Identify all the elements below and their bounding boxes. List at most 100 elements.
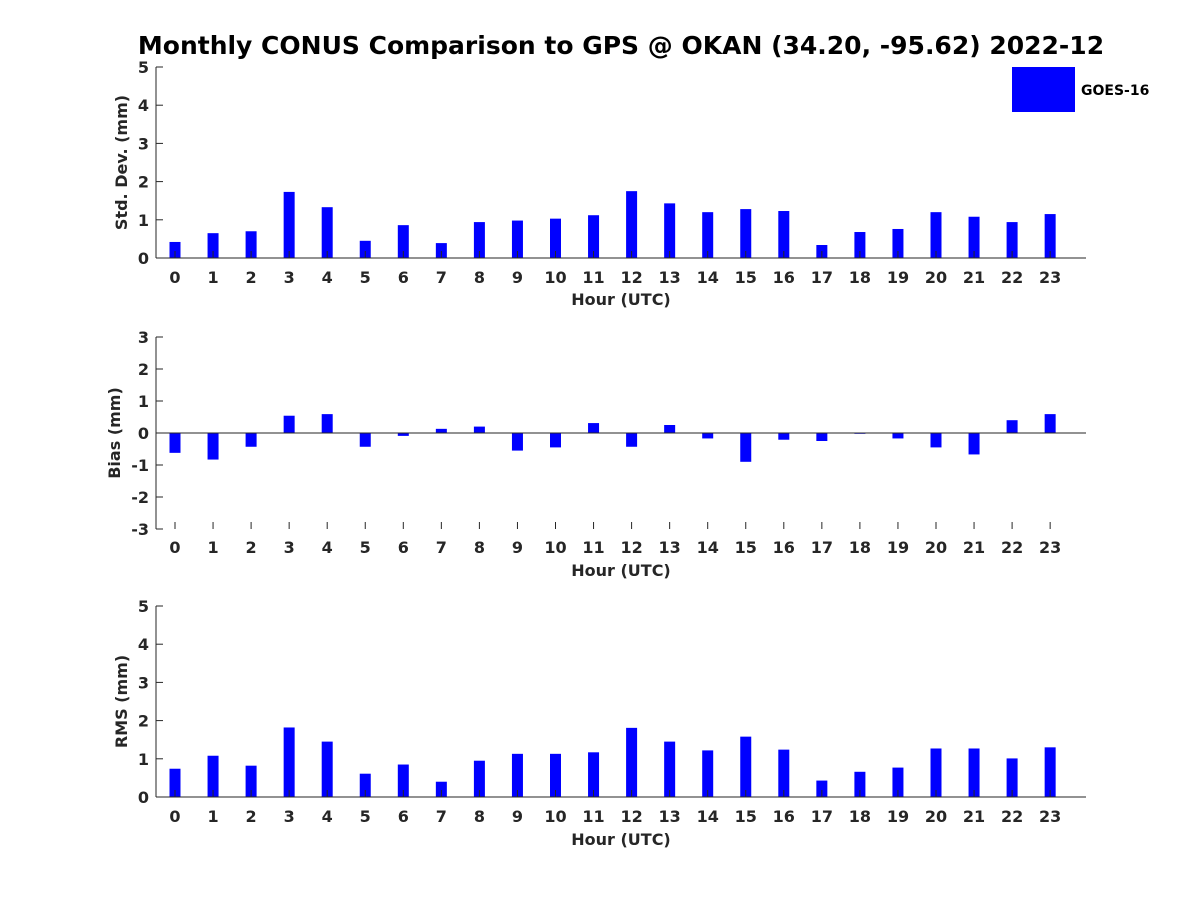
bar-rms-hour-16 xyxy=(778,749,790,797)
x-tick-label-rms-6: 6 xyxy=(398,807,409,826)
x-tick-label-bias-3: 3 xyxy=(284,538,295,557)
bar-std-hour-19 xyxy=(892,228,904,258)
bar-std-hour-11 xyxy=(588,215,600,258)
bar-bias-hour-6 xyxy=(397,433,409,436)
x-tick-label-rms-15: 15 xyxy=(735,807,757,826)
y-tick-label-bias--2: -2 xyxy=(131,488,149,507)
bar-rms-hour-20 xyxy=(930,748,942,797)
bar-rms-hour-10 xyxy=(550,753,561,797)
y-tick-label-std-1: 1 xyxy=(138,211,149,230)
x-axis-label-bias: Hour (UTC) xyxy=(571,561,671,580)
x-tick-label-std-2: 2 xyxy=(246,268,257,287)
legend-swatch-goes16 xyxy=(1012,67,1075,112)
bar-rms-hour-1 xyxy=(207,755,219,797)
x-tick-label-bias-11: 11 xyxy=(582,538,604,557)
bar-std-hour-2 xyxy=(245,231,257,258)
bar-bias-hour-23 xyxy=(1044,414,1056,433)
x-tick-label-rms-14: 14 xyxy=(697,807,719,826)
x-tick-label-rms-11: 11 xyxy=(582,807,604,826)
bar-bias-hour-12 xyxy=(626,433,638,447)
bar-bias-hour-0 xyxy=(169,433,181,453)
x-tick-label-bias-15: 15 xyxy=(735,538,757,557)
x-tick-label-std-19: 19 xyxy=(887,268,909,287)
x-tick-label-bias-8: 8 xyxy=(474,538,485,557)
x-tick-label-rms-10: 10 xyxy=(544,807,566,826)
x-tick-label-bias-13: 13 xyxy=(659,538,681,557)
y-tick-label-bias-3: 3 xyxy=(138,328,149,347)
bar-rms-hour-14 xyxy=(702,750,714,797)
bar-std-hour-20 xyxy=(930,212,942,258)
bar-rms-hour-19 xyxy=(892,767,904,797)
x-tick-label-rms-5: 5 xyxy=(360,807,371,826)
x-tick-label-std-4: 4 xyxy=(322,268,333,287)
bar-std-hour-18 xyxy=(854,232,866,258)
x-tick-label-std-6: 6 xyxy=(398,268,409,287)
x-tick-label-rms-2: 2 xyxy=(246,807,257,826)
y-tick-label-bias-2: 2 xyxy=(138,360,149,379)
bar-bias-hour-21 xyxy=(968,433,980,455)
bar-std-hour-16 xyxy=(778,211,790,258)
x-tick-label-rms-12: 12 xyxy=(620,807,642,826)
bar-rms-hour-21 xyxy=(968,748,980,797)
x-tick-label-rms-20: 20 xyxy=(925,807,947,826)
x-tick-label-std-20: 20 xyxy=(925,268,947,287)
bar-bias-hour-4 xyxy=(321,414,333,433)
bar-rms-hour-23 xyxy=(1044,747,1056,797)
bar-rms-hour-12 xyxy=(626,727,638,797)
y-tick-label-rms-5: 5 xyxy=(138,597,149,616)
legend-label-goes16: GOES-16 xyxy=(1081,83,1149,99)
x-tick-label-bias-17: 17 xyxy=(811,538,833,557)
bar-rms-hour-18 xyxy=(854,771,866,797)
x-tick-label-bias-18: 18 xyxy=(849,538,871,557)
x-tick-label-std-1: 1 xyxy=(207,268,218,287)
x-tick-label-bias-2: 2 xyxy=(246,538,257,557)
x-tick-label-bias-9: 9 xyxy=(512,538,523,557)
x-tick-label-std-14: 14 xyxy=(697,268,719,287)
x-tick-label-std-15: 15 xyxy=(735,268,757,287)
x-tick-label-bias-4: 4 xyxy=(322,538,333,557)
bar-bias-hour-14 xyxy=(702,433,714,439)
bar-std-hour-6 xyxy=(397,225,409,258)
chart-title: Monthly CONUS Comparison to GPS @ OKAN (… xyxy=(138,31,1104,60)
bar-std-hour-4 xyxy=(321,207,333,258)
x-tick-label-bias-21: 21 xyxy=(963,538,985,557)
x-axis-label-rms: Hour (UTC) xyxy=(571,830,671,849)
x-tick-label-std-17: 17 xyxy=(811,268,833,287)
x-tick-label-rms-22: 22 xyxy=(1001,807,1023,826)
x-tick-label-std-13: 13 xyxy=(659,268,681,287)
x-tick-label-std-9: 9 xyxy=(512,268,523,287)
x-tick-label-bias-1: 1 xyxy=(207,538,218,557)
y-tick-label-rms-4: 4 xyxy=(138,635,149,654)
x-tick-label-std-18: 18 xyxy=(849,268,871,287)
bar-std-hour-15 xyxy=(740,209,752,258)
bar-rms-hour-6 xyxy=(397,764,409,797)
bar-rms-hour-13 xyxy=(664,741,676,797)
y-tick-label-std-0: 0 xyxy=(138,249,149,268)
x-tick-label-std-3: 3 xyxy=(284,268,295,287)
x-tick-label-rms-9: 9 xyxy=(512,807,523,826)
x-tick-label-std-0: 0 xyxy=(169,268,180,287)
x-tick-label-rms-3: 3 xyxy=(284,807,295,826)
x-tick-label-rms-21: 21 xyxy=(963,807,985,826)
x-tick-label-rms-0: 0 xyxy=(169,807,180,826)
x-tick-label-bias-14: 14 xyxy=(697,538,719,557)
x-tick-label-std-10: 10 xyxy=(544,268,566,287)
bar-std-hour-22 xyxy=(1006,222,1018,258)
x-tick-label-rms-7: 7 xyxy=(436,807,447,826)
y-tick-label-std-2: 2 xyxy=(138,173,149,192)
x-tick-label-std-23: 23 xyxy=(1039,268,1061,287)
bar-rms-hour-11 xyxy=(588,752,600,797)
bar-std-hour-9 xyxy=(511,220,523,258)
x-tick-label-rms-16: 16 xyxy=(773,807,795,826)
bar-rms-hour-17 xyxy=(816,780,828,797)
bar-bias-hour-3 xyxy=(283,415,295,433)
x-axis-label-std: Hour (UTC) xyxy=(571,290,671,309)
x-tick-label-std-12: 12 xyxy=(620,268,642,287)
bar-std-hour-10 xyxy=(550,218,561,258)
x-tick-label-bias-6: 6 xyxy=(398,538,409,557)
bar-std-hour-1 xyxy=(207,233,219,258)
x-tick-label-std-11: 11 xyxy=(582,268,604,287)
bar-bias-hour-9 xyxy=(511,433,523,451)
bar-bias-hour-1 xyxy=(207,433,219,460)
